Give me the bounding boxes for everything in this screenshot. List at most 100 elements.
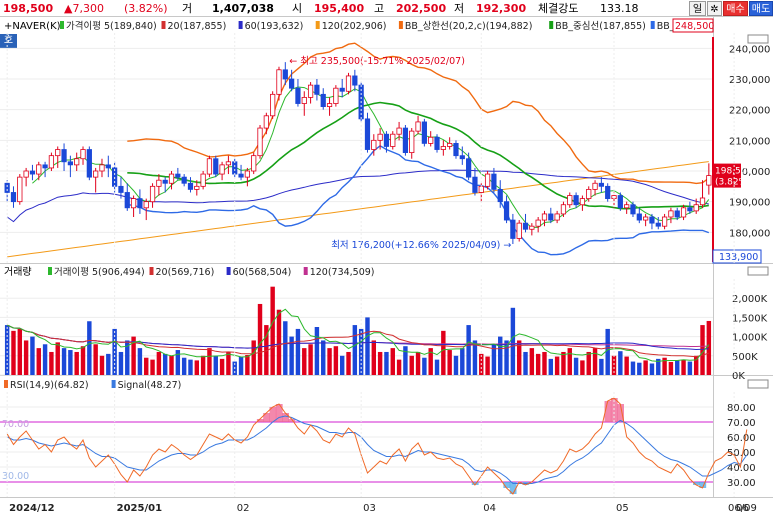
candle-body xyxy=(42,164,48,169)
rsi-overbought-fill xyxy=(617,404,624,422)
volume-bar xyxy=(333,346,339,375)
volume-tick-label: 1,500K xyxy=(732,313,768,324)
volume-tick-label: 0K xyxy=(732,371,745,382)
volume-bar xyxy=(144,357,149,375)
volume-bar xyxy=(668,361,674,375)
volume-bar xyxy=(276,309,282,375)
volume-bar xyxy=(466,325,471,375)
volume-bar xyxy=(409,355,414,375)
price-legend-item: 60(193,632) xyxy=(245,21,304,32)
volume-bar xyxy=(384,351,389,375)
candle-body xyxy=(270,93,276,117)
gear-icon: ✲ xyxy=(710,4,719,15)
candle-body xyxy=(61,149,67,163)
volume-value: 1,407,038 xyxy=(212,1,274,15)
candle-body xyxy=(86,149,92,178)
candle-body xyxy=(175,173,181,178)
candle-body xyxy=(586,188,592,199)
price-panel-resize-icon xyxy=(747,34,769,44)
volume-bar xyxy=(194,360,200,375)
candle-body xyxy=(396,127,402,135)
volume-bar xyxy=(396,359,402,375)
volume-legend-item: 거래이평 5(906,494) xyxy=(54,267,145,278)
candle-body xyxy=(301,97,307,104)
legend-swatch xyxy=(238,21,243,29)
volume-bar xyxy=(365,317,370,375)
volume-bar xyxy=(447,350,452,375)
volume-tick-label: 2,000K xyxy=(732,294,768,305)
candle-body xyxy=(364,118,371,150)
volume-bar xyxy=(649,363,655,375)
volume-bar xyxy=(643,360,648,375)
volume-bar xyxy=(74,351,79,375)
volume-bar xyxy=(213,355,218,375)
volume-bar xyxy=(17,328,23,375)
volume-bar xyxy=(453,355,459,375)
candle-body xyxy=(352,75,358,86)
candle-body xyxy=(699,197,706,206)
rsi-oversold-fill xyxy=(509,482,517,494)
price-tick-label: 220,000 xyxy=(729,106,770,117)
volume-bar xyxy=(693,355,699,375)
legend-swatch xyxy=(111,380,116,388)
candle-body xyxy=(421,121,427,144)
candle-body xyxy=(232,161,238,175)
volume-bar xyxy=(42,344,48,375)
volume-bar xyxy=(611,355,617,375)
volume-legend-item: 20(569,716) xyxy=(156,267,215,278)
volume-bar xyxy=(257,303,263,375)
volume-bar xyxy=(87,321,92,375)
volume-bar xyxy=(188,359,193,375)
volume-bar xyxy=(434,359,440,375)
volume-bar xyxy=(346,351,351,375)
candle-body xyxy=(257,127,263,157)
volume-bar xyxy=(68,350,73,375)
period-day-button[interactable]: 일 xyxy=(689,1,706,16)
rsi-overbought-fill xyxy=(282,413,289,422)
volume-bar xyxy=(131,336,136,375)
volume-bar xyxy=(637,362,642,375)
candle-body xyxy=(440,146,446,150)
volume-bar xyxy=(270,286,275,375)
buy-button[interactable]: 매수 xyxy=(723,1,748,16)
volume-bar xyxy=(428,348,433,375)
candle-body xyxy=(238,173,244,178)
volume-bar xyxy=(573,357,579,375)
last-pct-label: (3.82%) xyxy=(715,178,751,188)
price-tick-label: 190,000 xyxy=(729,198,770,209)
candle-body xyxy=(168,173,175,184)
rsi-line xyxy=(6,397,748,495)
last-price-label: 198,500 xyxy=(715,167,752,177)
candle-body xyxy=(194,185,200,190)
settings-button[interactable]: ✲ xyxy=(707,1,722,16)
candle-body xyxy=(617,195,623,209)
volume-bar xyxy=(605,328,610,375)
volume-panel-resize-icon xyxy=(747,266,769,276)
high-annotation: ← 최고 235,500(-15.71% 2025/02/07) xyxy=(289,56,465,67)
candle-body xyxy=(333,87,339,104)
volume-bar xyxy=(295,328,301,375)
volume-bar xyxy=(415,351,421,375)
candle-body xyxy=(80,149,86,160)
candle-body xyxy=(428,136,434,144)
candle-body xyxy=(251,155,257,172)
volume-bar xyxy=(523,351,528,375)
volume-bar xyxy=(687,361,693,375)
candle-body xyxy=(143,201,149,209)
volume-bar xyxy=(200,355,206,375)
candle-body xyxy=(510,219,516,239)
candle-body xyxy=(548,213,554,221)
volume-bar xyxy=(377,351,383,375)
volume-bar xyxy=(207,348,212,375)
volume-bar xyxy=(580,360,585,375)
candle-body xyxy=(402,127,409,153)
price-tick-label: 210,000 xyxy=(729,136,770,147)
orderbook-toggle-button[interactable]: 호 xyxy=(0,34,17,48)
sell-button[interactable]: 매도 xyxy=(749,1,773,16)
price-legend-item: BB_상한선(20,2,c)(194,882) xyxy=(405,21,533,32)
candle-body xyxy=(655,222,661,227)
volume-bar xyxy=(472,340,478,375)
vol-ma5-line xyxy=(6,308,710,362)
candle-body xyxy=(567,195,573,206)
volume-bar xyxy=(422,357,427,375)
